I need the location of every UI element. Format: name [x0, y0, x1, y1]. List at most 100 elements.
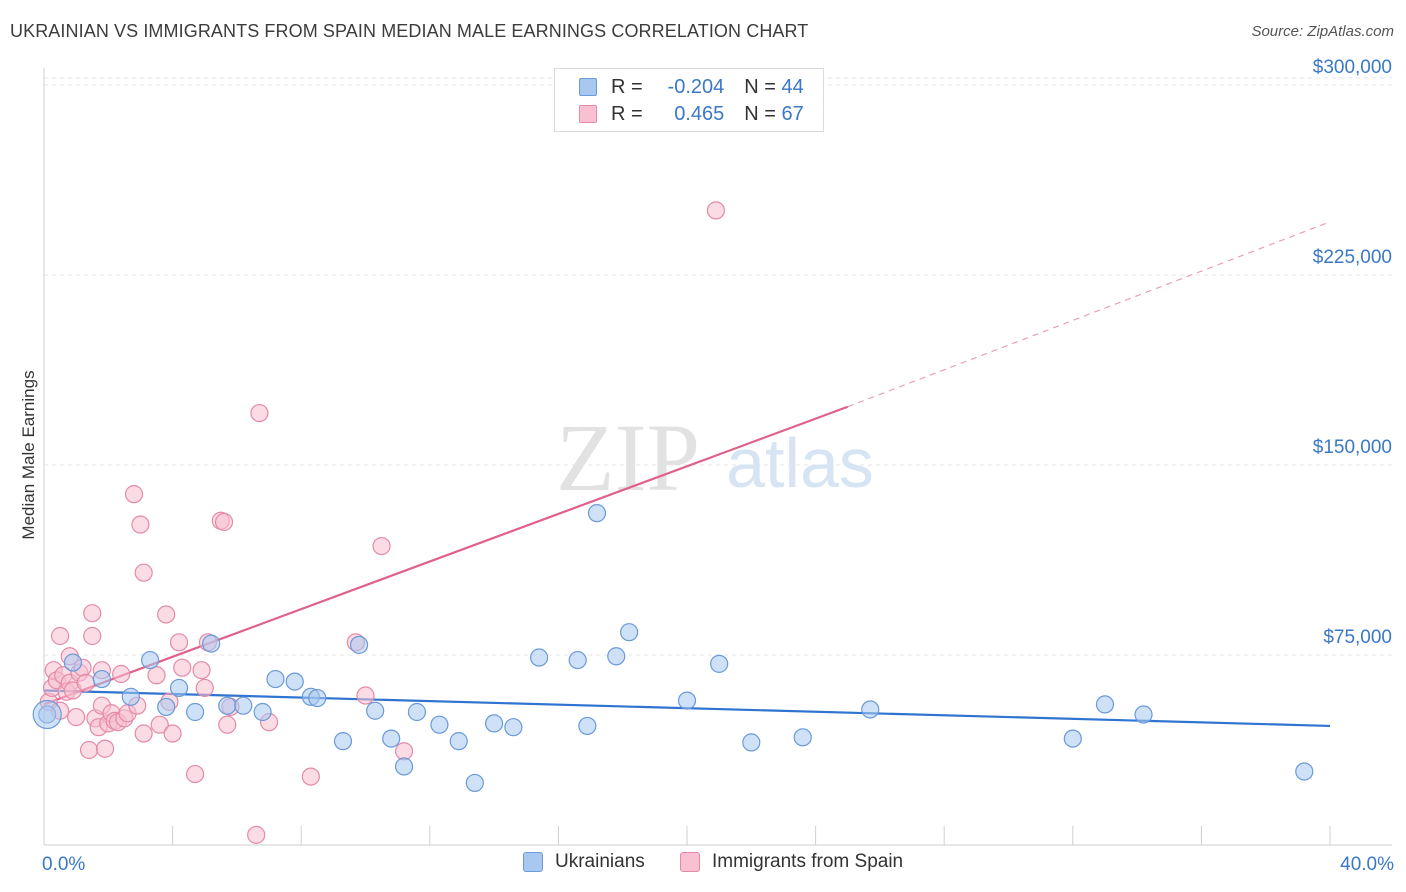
legend-row-spain: R = 0.465 N = 67 — [579, 102, 804, 126]
spain-point — [192, 661, 211, 680]
ukrainian-point — [32, 699, 62, 730]
ukrainian-point — [568, 650, 587, 670]
ukrainian-point — [63, 653, 83, 672]
x-tick-label: 0.0% — [42, 854, 85, 875]
ukrainian-point — [449, 732, 468, 751]
legend-r-value: -0.204 — [667, 75, 725, 98]
y-tick-label: $75,000 — [1323, 627, 1392, 648]
legend-swatch-spain — [579, 105, 597, 123]
legend-n-value: 67 — [781, 102, 804, 125]
x-tick-label: 40.0% — [1340, 854, 1394, 875]
ukrainian-point — [186, 702, 205, 722]
grid-lines — [44, 77, 1392, 656]
ukrainian-point — [140, 650, 160, 670]
ukrainian-point — [234, 696, 253, 715]
spain-point — [186, 764, 205, 784]
spain-point — [79, 740, 99, 760]
spain-point — [95, 739, 115, 758]
ukrainian-point — [121, 687, 140, 706]
spain-point — [247, 825, 266, 844]
watermark-atlas: atlas — [726, 424, 874, 502]
ukrainian-point — [202, 634, 221, 653]
spain-point — [372, 536, 391, 556]
y-tick-label: $225,000 — [1313, 247, 1392, 268]
spain-point — [250, 403, 269, 423]
ukrainian-point — [1095, 695, 1115, 714]
bottom-legend-ukrainians: Ukrainians — [523, 851, 645, 873]
ukrainian-point — [861, 700, 880, 719]
ukrainian-point — [587, 504, 607, 523]
ukrainian-point — [349, 635, 369, 654]
spain-point — [131, 515, 150, 534]
legend-n-label: N = — [744, 75, 776, 98]
y-tick-label: $300,000 — [1313, 57, 1392, 78]
bottom-legend-swatch-spain — [680, 852, 700, 872]
bottom-legend-swatch-ukrainians — [523, 852, 543, 872]
spain-point — [50, 626, 70, 646]
spain-point — [173, 658, 192, 677]
ukrainian-point — [157, 697, 176, 717]
spain-point — [214, 512, 234, 532]
axes — [43, 68, 1392, 846]
ukrainian-point — [1295, 762, 1314, 781]
ukrainian-point — [465, 773, 484, 793]
ukrainian-point — [1134, 705, 1153, 724]
spain-point — [134, 563, 153, 582]
spain-point — [147, 666, 166, 685]
chart-source: Source: ZipAtlas.com — [1251, 23, 1394, 40]
spain-point — [83, 604, 102, 623]
watermark: ZIP atlas — [556, 404, 874, 511]
legend-n-value: 44 — [781, 75, 804, 98]
ukrainian-point — [92, 669, 111, 689]
ukrainian-point — [407, 702, 427, 722]
ukrainian-point — [607, 647, 626, 666]
spain-point — [356, 686, 375, 705]
axis-labels: $75,000 $150,000 $225,000 $300,000 0.0% 40.0% — [42, 57, 1394, 875]
ukrainian-point — [169, 678, 189, 698]
spain-point — [394, 742, 414, 761]
ukrainian-point — [308, 688, 327, 708]
spain-trend-extension — [847, 221, 1331, 408]
watermark-zip: ZIP — [556, 404, 700, 511]
legend-row-ukrainians: R = -0.204 N = 44 — [579, 75, 804, 99]
ukrainian-point — [530, 648, 549, 667]
spain-trend-line — [43, 405, 849, 706]
spain-point — [112, 664, 131, 684]
spain-point — [218, 715, 237, 734]
spain-point — [169, 633, 189, 652]
ukrainian-point — [578, 716, 597, 736]
correlation-legend: R = -0.204 N = 44 R = 0.465 N = 67 — [554, 68, 824, 132]
ukrainian-point — [430, 715, 449, 734]
ukrainian-point — [742, 733, 761, 752]
ukrainian-point — [793, 728, 812, 747]
ukrainian-point — [620, 623, 639, 642]
spain-point — [195, 678, 214, 698]
spain-point — [76, 673, 95, 692]
spain-point — [150, 715, 169, 734]
ukrainian-point — [382, 729, 401, 748]
ukrainian-point — [710, 654, 729, 673]
legend-r-label: R = — [611, 75, 643, 98]
ukrainian-point — [333, 732, 353, 751]
ukrainian-point — [504, 718, 523, 737]
legend-r-label: R = — [611, 102, 643, 125]
ukrainian-point — [366, 701, 385, 720]
spain-point — [163, 724, 182, 743]
ukrainian-point — [266, 669, 285, 689]
spain-point — [67, 707, 86, 727]
ukrainian-point — [285, 672, 304, 691]
ukrainian-point — [677, 691, 697, 710]
spain-point — [157, 605, 176, 624]
ukrainian-point — [485, 714, 504, 733]
ukrainian-point — [1063, 729, 1082, 748]
y-axis-label: Median Male Earnings — [19, 370, 38, 539]
ukrainian-point — [394, 757, 414, 776]
ukrainian-point — [253, 702, 272, 722]
spain-point — [124, 485, 144, 504]
legend-r-value: 0.465 — [674, 102, 725, 125]
y-tick-label: $150,000 — [1313, 437, 1392, 458]
spain-point — [134, 724, 153, 743]
bottom-legend-label: Immigrants from Spain — [712, 851, 904, 872]
bottom-legend-label: Ukrainians — [555, 851, 645, 872]
